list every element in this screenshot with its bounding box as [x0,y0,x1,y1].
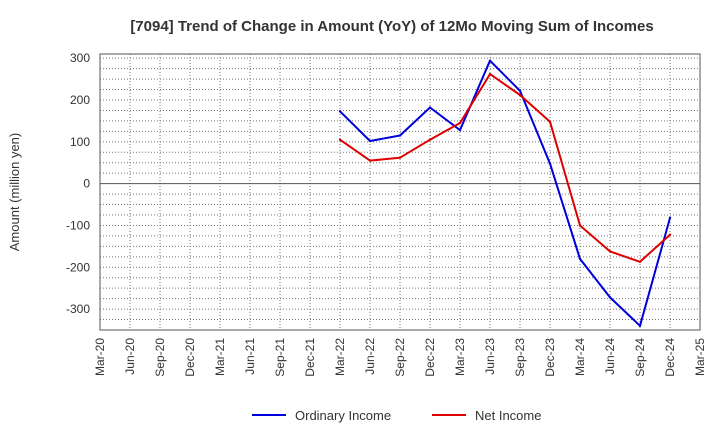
series-point [428,106,432,109]
series-point [638,324,642,328]
series-point [548,120,552,123]
series-point [368,139,372,143]
x-tick-label: Jun-20 [123,338,137,375]
series-point [458,128,462,132]
series-point [428,138,432,141]
y-tick-label: 0 [83,177,90,191]
x-tick-label: Jun-22 [363,338,377,375]
series-line [339,73,671,263]
x-tick-label: Dec-24 [663,338,677,377]
x-tick-label: Sep-22 [393,338,407,377]
y-tick-label: 100 [70,135,90,149]
plot-frame [99,53,701,331]
series-point [608,250,612,253]
series-point [668,233,672,236]
y-tick-label: 200 [70,93,90,107]
x-tick-label: Jun-24 [603,338,617,375]
y-tick-label: -300 [66,302,90,316]
x-tick-label: Mar-25 [693,338,707,376]
plot-area: 300 200 100 0 -100 -200 -300 Mar-20 Jun-20 Sep-20… [66,51,707,377]
series-point [398,156,402,159]
legend-label: Ordinary Income [295,408,391,423]
series-point [518,89,522,93]
series-point [578,257,582,261]
x-tick-label: Sep-21 [273,338,287,377]
series-point [578,224,582,227]
legend-label: Net Income [475,408,541,423]
x-tick-label: Sep-23 [513,338,527,377]
x-tick-label: Dec-22 [423,338,437,377]
legend: Ordinary Income Net Income [252,408,541,423]
x-tick-label: Mar-20 [93,338,107,376]
x-tick-label: Mar-24 [573,338,587,376]
y-axis-label: Amount (million yen) [7,133,22,252]
series-point [488,72,492,76]
x-tick-label: Dec-20 [183,338,197,377]
series-point [458,121,462,125]
x-tick-label: Mar-21 [213,338,227,376]
x-tick-label: Sep-24 [633,338,647,377]
y-tick-label: -200 [66,260,90,274]
x-tick-label: Dec-21 [303,338,317,377]
y-tick-label: -100 [66,218,90,232]
chart-title: [7094] Trend of Change in Amount (YoY) o… [130,18,653,35]
series-point [368,159,372,162]
x-tick-label: Jun-21 [243,338,257,375]
series-point [638,260,642,264]
series-point [398,134,402,137]
series-point [608,296,612,299]
series-point [338,110,342,113]
x-tick-label: Jun-23 [483,338,497,375]
series-line [339,59,671,327]
y-tick-label: 300 [70,51,90,65]
series-point [548,162,552,165]
series-point [338,138,342,141]
x-tick-label: Sep-20 [153,338,167,377]
series-point [518,93,522,97]
series-point [488,59,492,62]
x-tick-label: Mar-22 [333,338,347,376]
x-tick-label: Dec-23 [543,338,557,377]
x-tick-label: Mar-23 [453,338,467,376]
series-point [668,216,672,220]
